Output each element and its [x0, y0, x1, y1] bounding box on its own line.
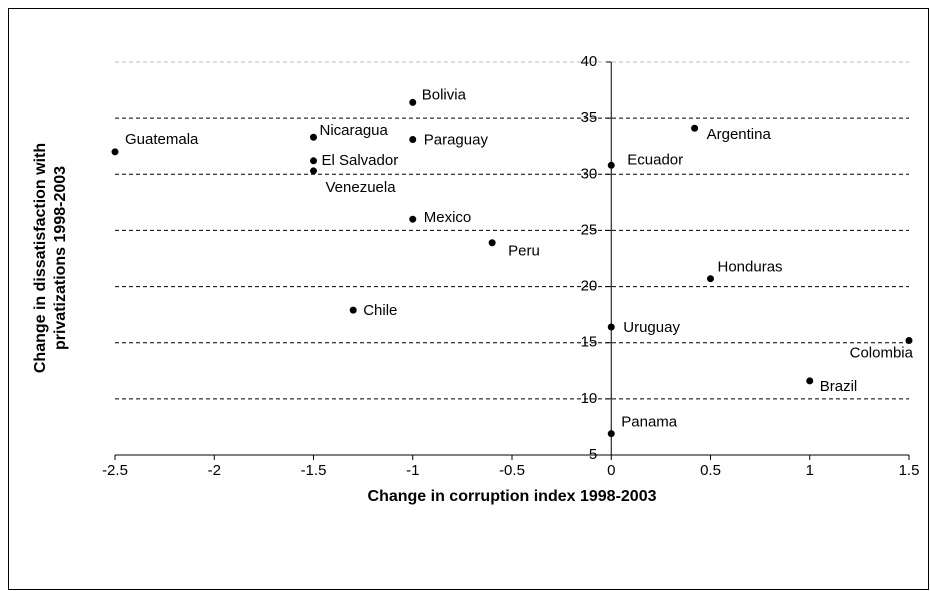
x-tick-label: 0 — [607, 462, 615, 479]
point-label: Honduras — [718, 259, 783, 276]
y-axis-title-line: Change in dissatisfaction with — [32, 143, 49, 373]
point-label: Mexico — [424, 209, 472, 226]
x-axis-title: Change in corruption index 1998-2003 — [368, 488, 657, 505]
chart-frame — [8, 8, 929, 590]
point-label: Panama — [621, 414, 678, 431]
point-label: Peru — [508, 243, 540, 260]
point-label: Nicaragua — [320, 122, 389, 139]
y-tick-label: 20 — [581, 278, 598, 295]
point-label: Paraguay — [424, 131, 489, 148]
y-tick-label: 30 — [581, 165, 598, 182]
y-axis-title-line: privatizations 1998-2003 — [52, 166, 69, 350]
x-tick-label: -2 — [208, 462, 221, 479]
point-label: Chile — [363, 302, 397, 319]
point-label: Guatemala — [125, 131, 199, 148]
y-tick-label: 5 — [589, 446, 597, 463]
y-axis-title: Change in dissatisfaction with privatiza… — [32, 143, 69, 373]
point-label: Ecuador — [627, 151, 683, 168]
y-tick-label: 35 — [581, 109, 598, 126]
point-label: Argentina — [707, 126, 772, 143]
point — [409, 215, 417, 223]
point — [409, 135, 417, 143]
point — [905, 336, 913, 344]
point-label: Bolivia — [422, 86, 467, 103]
point-label: Brazil — [820, 378, 858, 395]
x-tick-label: -1 — [406, 462, 419, 479]
point — [707, 275, 714, 283]
x-tick-label: -2.5 — [102, 462, 128, 479]
point — [310, 157, 317, 165]
point — [607, 161, 615, 169]
point — [607, 323, 615, 331]
y-tick-label: 15 — [581, 334, 598, 351]
point — [488, 239, 496, 247]
point — [409, 98, 417, 106]
point — [349, 306, 357, 314]
y-tick-label: 25 — [581, 221, 598, 238]
x-tick-label: -1.5 — [301, 462, 327, 479]
point — [607, 430, 615, 438]
point-label: Colombia — [850, 344, 914, 361]
x-tick-label: 1.5 — [899, 462, 920, 479]
point — [691, 124, 699, 132]
y-tick-label: 10 — [581, 390, 598, 407]
point — [310, 133, 317, 141]
point-label: El Salvador — [322, 152, 399, 169]
y-tick-label: 40 — [581, 53, 598, 70]
point — [806, 377, 814, 385]
point — [310, 167, 317, 175]
x-tick-label: 0.5 — [700, 462, 721, 479]
point-label: Uruguay — [623, 319, 680, 336]
x-tick-label: -0.5 — [499, 462, 525, 479]
point — [111, 148, 119, 156]
point-label: Venezuela — [326, 179, 397, 196]
x-tick-label: 1 — [806, 462, 814, 479]
